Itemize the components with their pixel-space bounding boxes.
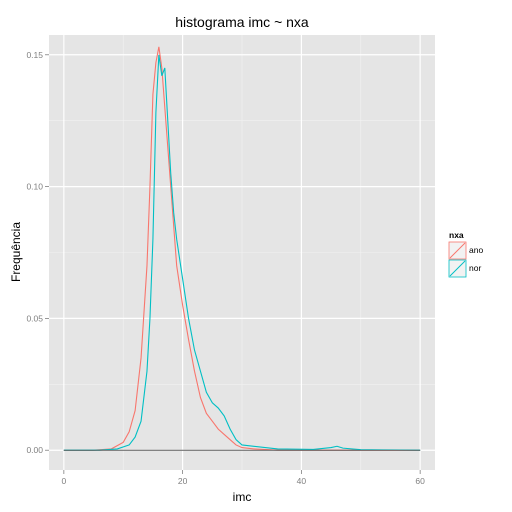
- y-axis-ticks: [45, 54, 49, 451]
- legend-key-line-ano: [449, 242, 466, 259]
- grid-minor: [49, 35, 435, 470]
- legend-item-ano: ano: [448, 241, 483, 260]
- legend-label-ano: ano: [469, 245, 483, 255]
- y-tick-label: 0.00: [26, 445, 43, 455]
- chart-title: histograma imc ~ nxa: [175, 14, 309, 30]
- x-axis-title: imc: [233, 490, 252, 504]
- y-tick-label: 0.10: [26, 182, 43, 192]
- y-tick-label: 0.05: [26, 313, 43, 323]
- legend: nxa ano nor: [448, 230, 483, 278]
- x-axis-tick-labels: 0 20 40 60: [61, 476, 425, 486]
- legend-title: nxa: [449, 230, 464, 240]
- legend-key-line-nor: [449, 260, 466, 277]
- series-line-nor: [63, 54, 421, 451]
- series-line-ano: [63, 46, 421, 451]
- x-tick-label: 60: [415, 476, 425, 486]
- x-tick-label: 40: [297, 476, 307, 486]
- y-tick-label: 0.15: [26, 50, 43, 60]
- x-tick-label: 20: [178, 476, 188, 486]
- y-axis-title: Frequência: [9, 222, 23, 282]
- series-layer: [63, 46, 421, 451]
- y-axis-tick-labels: 0.00 0.05 0.10 0.15: [26, 50, 43, 455]
- x-axis-ticks: [63, 470, 421, 474]
- x-tick-label: 0: [61, 476, 66, 486]
- legend-item-nor: nor: [448, 259, 481, 278]
- legend-label-nor: nor: [469, 263, 481, 273]
